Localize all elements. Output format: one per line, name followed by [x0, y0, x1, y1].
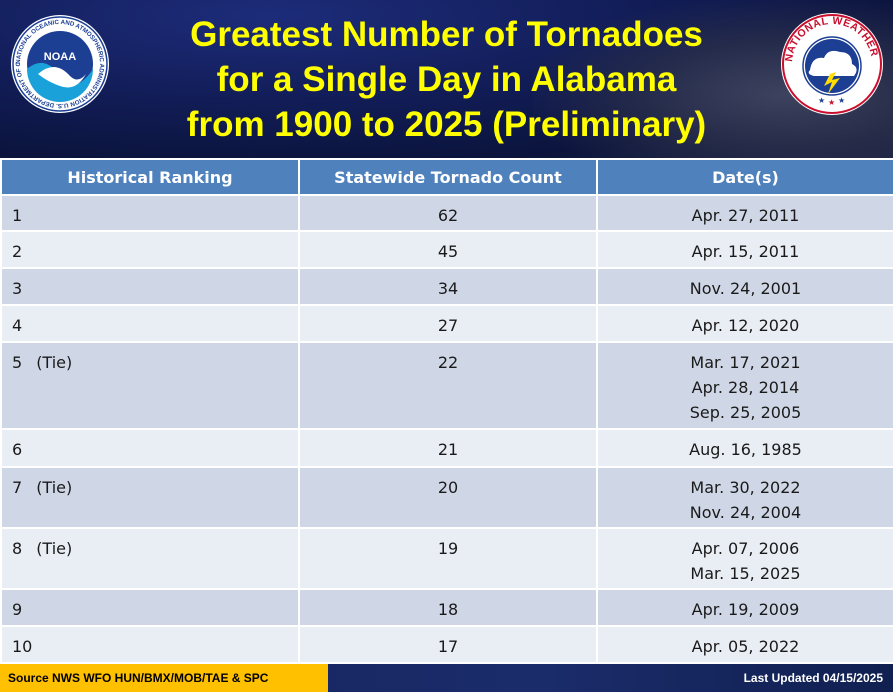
dates-cell: Nov. 24, 2001: [596, 267, 893, 307]
dates-cell: Aug. 16, 1985: [596, 428, 893, 468]
date-value: Mar. 15, 2025: [690, 563, 801, 583]
rank-cell: 2: [0, 230, 300, 270]
dates-cell: Apr. 12, 2020: [596, 304, 893, 344]
tornado-count-cell: 27: [298, 304, 598, 344]
rank-cell: 8 (Tie): [0, 526, 300, 590]
tornado-count-cell: 21: [298, 428, 598, 468]
date-value: Apr. 19, 2009: [691, 599, 800, 619]
date-value: Apr. 28, 2014: [691, 378, 800, 398]
page-title: Greatest Number of Tornadoes for a Singl…: [120, 12, 773, 147]
source-label: Source NWS WFO HUN/BMX/MOB/TAE & SPC: [0, 664, 328, 692]
table-row: 8 (Tie) 19 Apr. 07, 2006 Mar. 15, 2025: [0, 526, 893, 590]
rank-value: 5: [12, 353, 23, 373]
tornado-table: Historical Ranking Statewide Tornado Cou…: [0, 158, 893, 665]
rank-cell: 10: [0, 624, 300, 665]
rank-cell: 6: [0, 428, 300, 468]
date-value: Mar. 30, 2022: [690, 477, 801, 497]
table-row: 1 62 Apr. 27, 2011: [0, 193, 893, 233]
noaa-logo-icon: NATIONAL OCEANIC AND ATMOSPHERIC ADMINIS…: [10, 14, 109, 113]
rank-value: 6: [12, 440, 23, 460]
rank-value: 1: [12, 206, 23, 225]
tie-label: (Tie): [36, 538, 73, 558]
rank-value: 9: [12, 599, 23, 619]
tornado-count-cell: 17: [298, 624, 598, 665]
tornado-count-cell: 34: [298, 267, 598, 307]
table-row: 4 27 Apr. 12, 2020: [0, 304, 893, 344]
svg-text:★: ★: [818, 96, 825, 105]
nws-logo-icon: NATIONAL WEATHER SERVICE ★ ★ ★: [780, 12, 883, 115]
rank-value: 4: [12, 316, 23, 336]
column-header-count: Statewide Tornado Count: [298, 158, 598, 196]
dates-cell: Apr. 15, 2011: [596, 230, 893, 270]
tornado-count-cell: 45: [298, 230, 598, 270]
dates-cell: Apr. 19, 2009: [596, 587, 893, 627]
svg-text:★: ★: [828, 98, 835, 107]
date-value: Mar. 17, 2021: [690, 353, 801, 373]
date-value: Apr. 05, 2022: [691, 636, 800, 656]
table-row: 9 18 Apr. 19, 2009: [0, 587, 893, 627]
column-header-dates: Date(s): [596, 158, 893, 196]
rank-cell: 7 (Tie): [0, 465, 300, 529]
table-header-row: Historical Ranking Statewide Tornado Cou…: [0, 158, 893, 196]
rank-value: 2: [12, 242, 23, 262]
table-row: 2 45 Apr. 15, 2011: [0, 230, 893, 270]
dates-cell: Apr. 27, 2011: [596, 193, 893, 233]
tornado-count-cell: 22: [298, 341, 598, 431]
date-value: Aug. 16, 1985: [689, 440, 802, 460]
rank-cell: 5 (Tie): [0, 341, 300, 431]
table-row: 5 (Tie) 22 Mar. 17, 2021 Apr. 28, 2014 Sep. 2…: [0, 341, 893, 431]
last-updated-label: Last Updated 04/15/2025: [743, 671, 883, 685]
title-line-3: from 1900 to 2025 (Preliminary): [186, 105, 707, 144]
tornado-count-cell: 18: [298, 587, 598, 627]
footer-bar: Source NWS WFO HUN/BMX/MOB/TAE & SPC Las…: [0, 664, 893, 692]
date-value: Apr. 15, 2011: [691, 242, 800, 262]
table-row: 6 21 Aug. 16, 1985: [0, 428, 893, 468]
svg-text:★: ★: [838, 96, 845, 105]
rank-value: 7: [12, 477, 23, 497]
date-value: Nov. 24, 2001: [689, 279, 802, 299]
table-row: 3 34 Nov. 24, 2001: [0, 267, 893, 307]
column-header-ranking: Historical Ranking: [0, 158, 300, 196]
rank-cell: 9: [0, 587, 300, 627]
rank-cell: 4: [0, 304, 300, 344]
tie-label: (Tie): [36, 477, 73, 497]
date-value: Nov. 24, 2004: [689, 502, 802, 522]
table-row: 10 17 Apr. 05, 2022: [0, 624, 893, 665]
tornado-count-cell: 19: [298, 526, 598, 590]
rank-value: 10: [12, 636, 33, 656]
dates-cell: Mar. 17, 2021 Apr. 28, 2014 Sep. 25, 2005: [596, 341, 893, 431]
tornado-count-cell: 62: [298, 193, 598, 233]
title-line-2: for a Single Day in Alabama: [216, 60, 677, 99]
tie-label: (Tie): [36, 353, 73, 373]
title-line-1: Greatest Number of Tornadoes: [190, 15, 703, 54]
table-row: 7 (Tie) 20 Mar. 30, 2022 Nov. 24, 2004: [0, 465, 893, 529]
dates-cell: Mar. 30, 2022 Nov. 24, 2004: [596, 465, 893, 529]
rank-value: 8: [12, 538, 23, 558]
rank-cell: 3: [0, 267, 300, 307]
dates-cell: Apr. 05, 2022: [596, 624, 893, 665]
dates-cell: Apr. 07, 2006 Mar. 15, 2025: [596, 526, 893, 590]
header-banner: NATIONAL OCEANIC AND ATMOSPHERIC ADMINIS…: [0, 0, 893, 158]
date-value: Sep. 25, 2005: [689, 403, 802, 423]
date-value: Apr. 12, 2020: [691, 316, 800, 336]
date-value: Apr. 07, 2006: [691, 538, 800, 558]
noaa-center-text: NOAA: [44, 51, 76, 63]
tornado-count-cell: 20: [298, 465, 598, 529]
date-value: Apr. 27, 2011: [691, 206, 800, 225]
rank-cell: 1: [0, 193, 300, 233]
rank-value: 3: [12, 279, 23, 299]
